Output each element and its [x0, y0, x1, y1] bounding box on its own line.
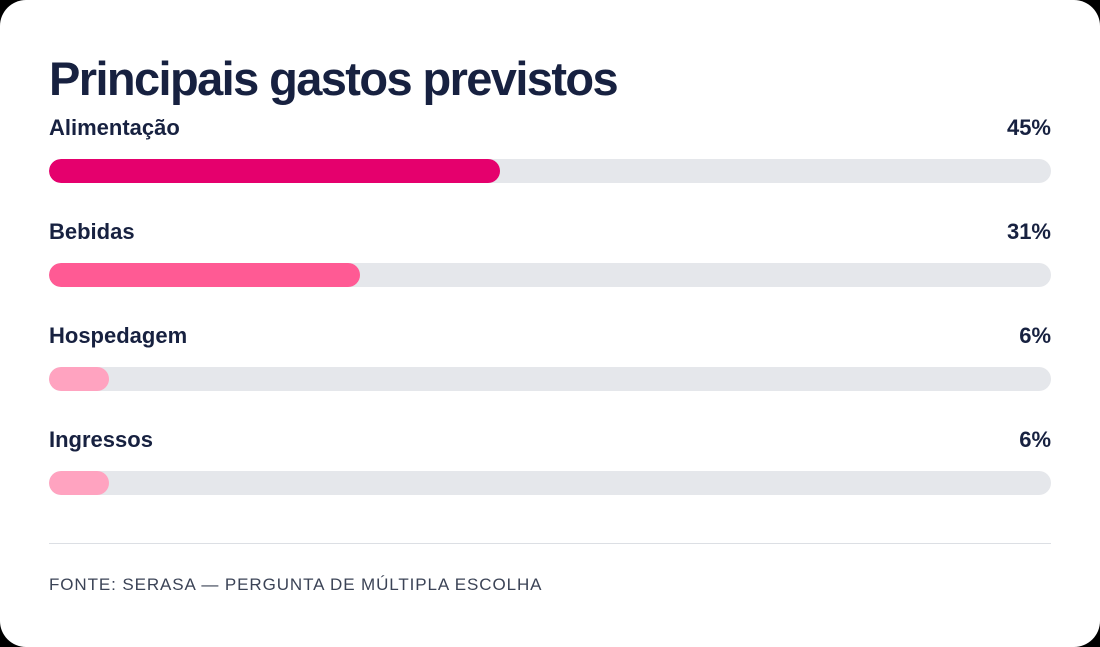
bar-fill	[49, 471, 109, 495]
bar-row-header: Ingressos 6%	[49, 423, 1051, 457]
bar-track	[49, 263, 1051, 287]
bar-row-header: Hospedagem 6%	[49, 319, 1051, 353]
bar-fill	[49, 159, 500, 183]
bar-track	[49, 367, 1051, 391]
bar-track	[49, 159, 1051, 183]
value-label: 6%	[1019, 427, 1051, 452]
bar-fill	[49, 263, 360, 287]
bar-row-header: Bebidas 31%	[49, 215, 1051, 249]
bar-row: Hospedagem 6%	[49, 319, 1051, 423]
value-label: 6%	[1019, 323, 1051, 348]
bar-row-header: Alimentação 45%	[49, 111, 1051, 145]
bar-row: Alimentação 45%	[49, 111, 1051, 215]
divider	[49, 543, 1051, 544]
bar-rows: Alimentação 45% Bebidas 31% Hospedagem 6% Ingr…	[49, 111, 1051, 527]
category-label: Bebidas	[49, 219, 135, 244]
bar-row: Ingressos 6%	[49, 423, 1051, 527]
category-label: Ingressos	[49, 427, 153, 452]
category-label: Alimentação	[49, 115, 180, 140]
bar-fill	[49, 367, 109, 391]
category-label: Hospedagem	[49, 323, 188, 348]
chart-title: Principais gastos previstos	[49, 52, 619, 105]
value-label: 31%	[1006, 219, 1051, 244]
bar-track	[49, 471, 1051, 495]
source-note: FONTE: SERASA — PERGUNTA DE MÚLTIPLA ESC…	[49, 575, 543, 594]
value-label: 45%	[1006, 115, 1051, 140]
bar-row: Bebidas 31%	[49, 215, 1051, 319]
